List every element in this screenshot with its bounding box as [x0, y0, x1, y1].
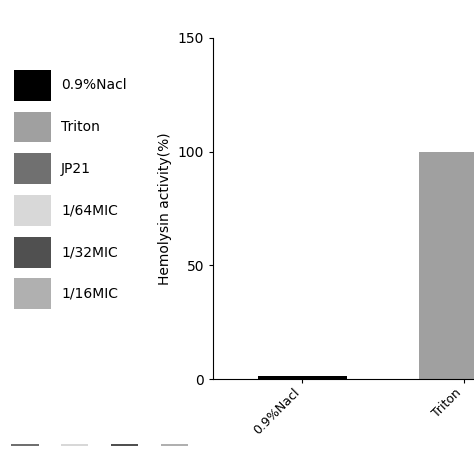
Bar	[14, 154, 51, 184]
Bar	[14, 112, 51, 143]
Bar	[419, 152, 474, 379]
Bar	[11, 444, 38, 446]
Bar	[258, 376, 346, 379]
Bar	[14, 279, 51, 310]
Bar	[161, 444, 188, 446]
Text: 1/16MIC: 1/16MIC	[61, 287, 118, 301]
Bar	[14, 195, 51, 226]
Bar	[14, 70, 51, 101]
Y-axis label: Hemolysin activity(%): Hemolysin activity(%)	[158, 132, 173, 285]
Bar	[61, 445, 88, 446]
Text: 1/32MIC: 1/32MIC	[61, 245, 118, 259]
Bar	[111, 444, 138, 446]
Bar	[14, 237, 51, 267]
Text: Triton: Triton	[61, 120, 100, 134]
Text: 0.9%Nacl: 0.9%Nacl	[61, 78, 127, 92]
Text: 1/64MIC: 1/64MIC	[61, 203, 118, 218]
Text: JP21: JP21	[61, 162, 91, 176]
